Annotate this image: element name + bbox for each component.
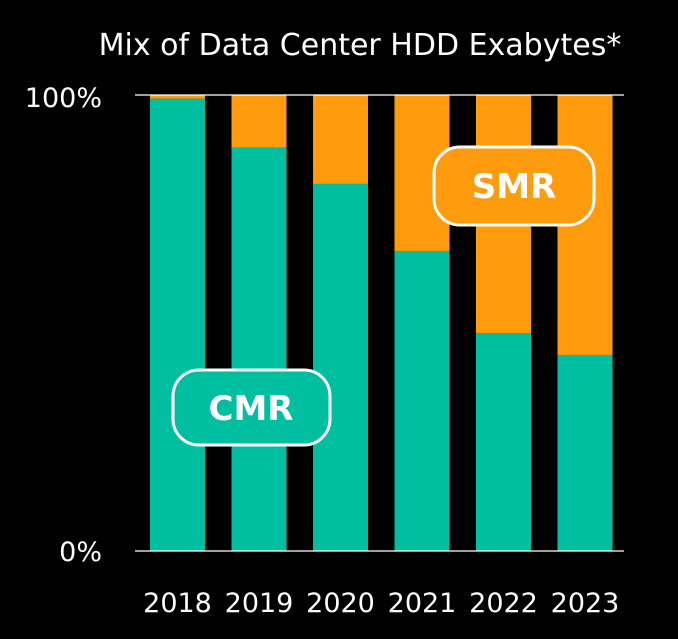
x-tick-label-2019: 2019 (225, 588, 294, 619)
bar-group (150, 95, 613, 552)
bar-cmr-2022 (476, 333, 531, 551)
x-tick-label-2021: 2021 (388, 588, 457, 619)
smr-label-box (432, 145, 596, 227)
x-tick-label-2020: 2020 (306, 588, 375, 619)
bar-cmr-2023 (557, 354, 613, 551)
bar-cmr-2018 (150, 98, 205, 551)
x-tick-label-2022: 2022 (469, 588, 538, 619)
bar-smr-2020 (313, 95, 368, 184)
cmr-label-box (171, 368, 332, 447)
chart-title: Mix of Data Center HDD Exabytes* (99, 28, 622, 63)
bar-cmr-2021 (394, 250, 450, 551)
cmr-label: CMR (171, 368, 332, 447)
cmr-label-text: CMR (209, 389, 294, 429)
bar-smr-2019 (231, 95, 287, 148)
bar-cmr-2019 (231, 147, 287, 551)
bar-cmr-2020 (313, 183, 368, 552)
smr-label: SMR (432, 145, 596, 227)
y-tick-label-bottom: 0% (59, 537, 102, 568)
x-tick-label-2023: 2023 (551, 588, 620, 619)
smr-label-text: SMR (472, 167, 557, 207)
x-tick-label-2018: 2018 (143, 588, 212, 619)
y-tick-label-top: 100% (25, 83, 102, 114)
bar-smr-2018 (150, 95, 205, 99)
x-tick-group: 2018 2019 2020 2021 2022 2023 (143, 588, 619, 619)
